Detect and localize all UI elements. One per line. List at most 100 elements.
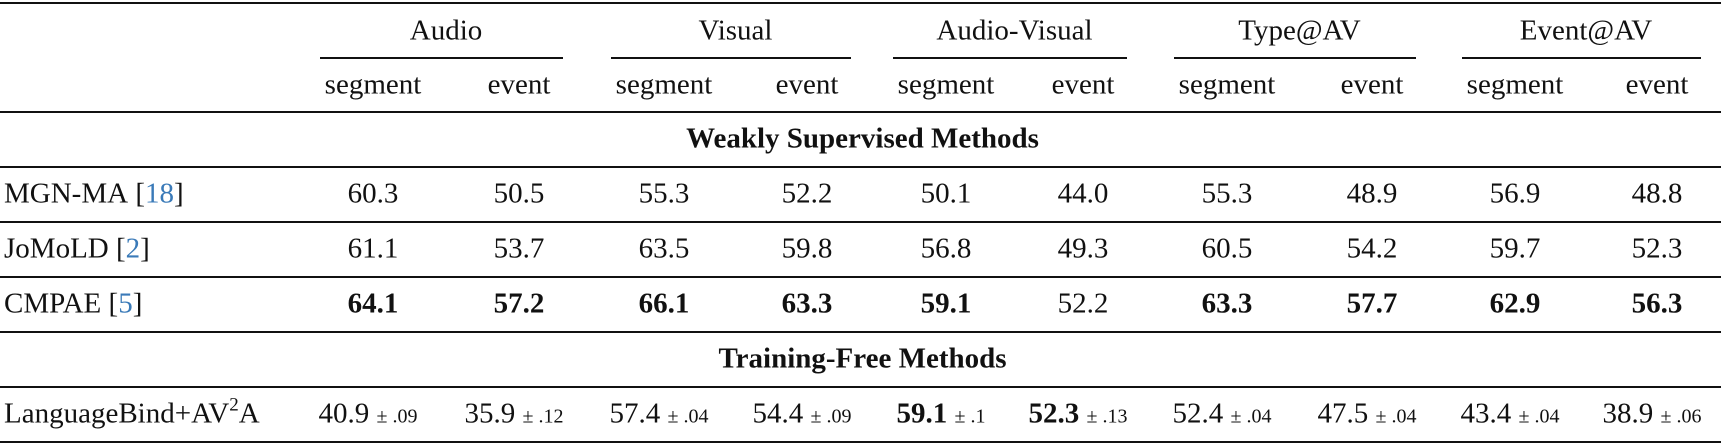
rule (0, 276, 1721, 278)
cell-std: ± .06 (1660, 405, 1702, 428)
cell-value: 63.3 (781, 287, 833, 320)
cell-value: 63.3 (1201, 287, 1253, 320)
cell: 54.4 ± .09 (752, 397, 852, 430)
rule (893, 57, 1127, 59)
rule (0, 331, 1721, 333)
rule (0, 221, 1721, 223)
cell-value: 52.4 (1172, 397, 1224, 430)
method-part: MGN-MA (4, 177, 129, 210)
method-part: A (238, 397, 260, 430)
cell-std: ± .04 (1518, 405, 1560, 428)
cell: 60.5 (1201, 232, 1253, 265)
cell: 50.1 (920, 177, 972, 210)
cell: 59.1 ± .1 (897, 399, 986, 429)
citation-bracket: [ (115, 232, 126, 265)
cell: 52.2 (1057, 287, 1109, 320)
cell: 63.3 (1201, 287, 1253, 320)
citation-bracket: ] (132, 287, 143, 320)
group-header: Visual (698, 14, 773, 47)
citation-number[interactable]: 18 (144, 177, 174, 210)
sub-header: segment (1466, 68, 1564, 101)
method-name: JoMoLD [2] (4, 232, 150, 265)
cell-std: ± .04 (1375, 405, 1417, 428)
cell: 54.2 (1346, 232, 1398, 265)
cell: 66.1 (639, 289, 690, 319)
cell-value: 50.1 (920, 177, 972, 210)
cell-value: 52.2 (1057, 287, 1109, 320)
cell-value: 44.0 (1057, 177, 1109, 210)
sub-header: segment (615, 68, 713, 101)
cell: 61.1 (347, 232, 399, 265)
method-part: CMPAE (4, 287, 102, 320)
cell-value: 56.9 (1489, 177, 1541, 210)
cell: 52.3 (1631, 232, 1683, 265)
cell: 56.3 (1631, 287, 1683, 320)
cell-value: 54.4 (752, 397, 804, 430)
sub-header: event (775, 68, 839, 101)
method-name: MGN-MA [18] (4, 177, 184, 210)
cell: 57.7 (1346, 287, 1398, 320)
cell: 38.9 ± .06 (1603, 399, 1702, 429)
method-name: CMPAE [5] (4, 287, 143, 320)
cell: 62.9 (1490, 289, 1541, 319)
method-name: LanguageBind+AV2A (4, 396, 260, 430)
sub-header: segment (1178, 68, 1276, 101)
cell-value: 60.5 (1201, 232, 1253, 265)
cell-value: 49.3 (1057, 232, 1109, 265)
cell: 59.1 (920, 287, 972, 320)
sub-header: segment (897, 68, 995, 101)
cell: 53.7 (493, 232, 545, 265)
rule (0, 111, 1721, 113)
rule (0, 1, 1721, 5)
cell-value: 55.3 (638, 177, 690, 210)
cell-value: 52.3 (1631, 232, 1683, 265)
method-part: LanguageBind+AV (4, 397, 230, 430)
cell-std: ± .09 (376, 405, 418, 428)
cell-value: 55.3 (1201, 177, 1253, 210)
cell: 48.8 (1631, 177, 1683, 210)
cell: 43.4 ± .04 (1461, 399, 1560, 429)
cell-value: 52.3 (1028, 397, 1080, 430)
group-header: Audio-Visual (936, 14, 1093, 47)
citation-number[interactable]: 2 (125, 232, 141, 265)
cell-value: 35.9 (464, 397, 516, 430)
cell-value: 53.7 (493, 232, 545, 265)
cell-value: 61.1 (347, 232, 399, 265)
citation-bracket: ] (140, 232, 150, 265)
cell: 50.5 (494, 179, 545, 209)
cell: 55.3 (638, 177, 690, 210)
group-header: Type@AV (1238, 14, 1361, 47)
cell-value: 57.7 (1346, 287, 1398, 320)
cell-value: 48.8 (1631, 177, 1683, 210)
cell: 52.4 ± .04 (1172, 397, 1272, 430)
cell-value: 40.9 (318, 397, 370, 430)
citation-number[interactable]: 5 (118, 287, 133, 320)
cell-value: 56.3 (1631, 287, 1683, 320)
cell-std: ± .13 (1086, 405, 1128, 428)
group-header: Audio (409, 14, 483, 47)
sub-header: event (1625, 68, 1689, 101)
sub-header: event (1340, 68, 1404, 101)
rule (1462, 57, 1701, 59)
cell: 52.2 (781, 177, 833, 210)
cell: 63.3 (781, 287, 833, 320)
cell: 40.9 ± .09 (318, 397, 418, 430)
cell-value: 57.4 (609, 397, 661, 430)
method-part: JoMoLD (4, 232, 109, 265)
cell: 57.2 (493, 287, 545, 320)
cell: 57.4 ± .04 (609, 397, 709, 430)
cell-value: 52.2 (781, 177, 833, 210)
cell: 56.8 (921, 234, 972, 264)
cell: 47.5 ± .04 (1318, 399, 1417, 429)
rule (320, 57, 563, 59)
cell-std: ± .04 (667, 405, 709, 428)
rule (1174, 57, 1416, 59)
cell: 49.3 (1057, 232, 1109, 265)
cell: 59.8 (781, 232, 833, 265)
cell-value: 59.8 (781, 232, 833, 265)
cell: 59.7 (1490, 234, 1541, 264)
cell-value: 54.2 (1346, 232, 1398, 265)
cell-value: 59.1 (920, 287, 972, 320)
cell-value: 57.2 (493, 287, 545, 320)
